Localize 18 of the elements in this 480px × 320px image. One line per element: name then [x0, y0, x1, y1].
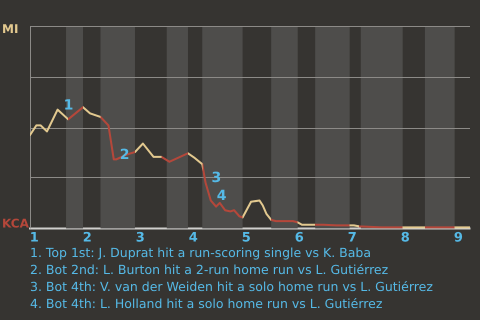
x-tick-label: 4	[188, 230, 198, 246]
x-tick-label: 1	[30, 230, 39, 246]
x-tick-label: 5	[242, 230, 251, 246]
x-tick-label: 8	[400, 230, 410, 246]
x-tick-label: 3	[136, 230, 145, 246]
x-tick-label: 2	[82, 230, 92, 246]
x-tick-label: 6	[294, 230, 304, 246]
annotation: 1	[64, 97, 74, 114]
text: MI	[2, 22, 18, 36]
annotation: 3	[211, 170, 222, 186]
text: 2. Bot 2nd: L. Burton hit a 2-run home run vs L. Gutiérrez	[30, 261, 390, 278]
text: 3. Bot 4th: V. van der Weiden hit a solo home run vs L. Gutiérrez	[30, 278, 433, 295]
text: KCA	[2, 216, 30, 231]
annotation: 4	[216, 188, 227, 204]
x-tick-label: 9	[454, 230, 463, 246]
text: 1. Top 1st: J. Duprat hit a run-scoring single vs K. Baba	[30, 244, 372, 261]
x-tick-label: 7	[348, 230, 357, 246]
text: 4. Bot 4th: L. Holland hit a solo home run vs L. Gutiérrez	[30, 295, 384, 312]
